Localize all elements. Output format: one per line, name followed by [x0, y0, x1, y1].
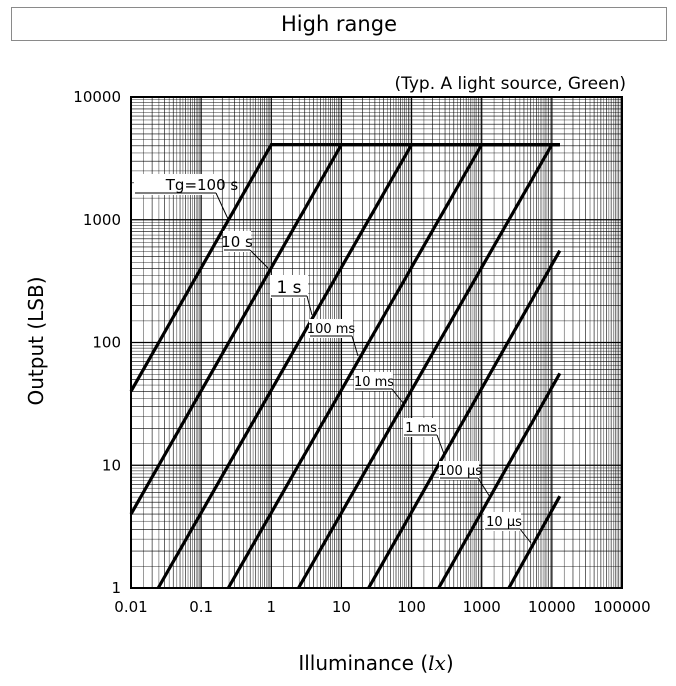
chart-subtitle: (Typ. A light source, Green)	[394, 74, 626, 94]
plot-frame	[130, 96, 623, 589]
series-label-2: 1 s	[276, 278, 301, 298]
y-tick-label-1: 10	[102, 456, 121, 474]
x-tick-label-2: 1	[267, 598, 277, 616]
series-label-leader-2	[306, 295, 313, 316]
series-label-bg-3	[309, 319, 353, 338]
series-label-3: 100 ms	[307, 322, 356, 337]
x-tick-label-0: 0.01	[114, 598, 147, 616]
y-axis-label: Output (LSB)	[24, 277, 48, 406]
series-label-bg-7	[484, 512, 521, 531]
series-label-leader-3	[351, 335, 359, 357]
tick-labels: 0.01 0.1 1 10 100 1000 10000 100000 1 10 100 1000 10…	[73, 88, 650, 616]
x-tick-label-4: 100	[397, 598, 426, 616]
series-lines	[129, 143, 562, 589]
y-tick-label-3: 1000	[83, 211, 121, 229]
series-label-leader-7	[519, 528, 532, 544]
series-label-bg-6	[439, 461, 479, 480]
series-line-7	[507, 495, 562, 589]
x-tick-label-5: 1000	[463, 598, 501, 616]
x-tick-label-3: 10	[332, 598, 351, 616]
x-axis-label: Illuminance (lx)	[298, 651, 453, 675]
series-line-5	[367, 249, 562, 589]
series-label-bg-0	[134, 174, 217, 195]
series-label-7: 10 µs	[486, 515, 522, 530]
series-labels: Tg=100 s 10 s 1 s 100 ms 10 ms 1 ms 100 µs 10 µ…	[134, 174, 532, 544]
y-tick-label-2: 100	[92, 334, 121, 352]
chart-title: High range	[11, 7, 667, 41]
series-label-leader-1	[249, 249, 269, 269]
x-axis-unit: lx	[428, 651, 446, 675]
series-label-bg-1	[223, 231, 251, 252]
series-label-1: 10 s	[221, 233, 253, 251]
series-label-leader-6	[477, 477, 491, 498]
y-tick-label-4: 10000	[73, 88, 121, 106]
series-label-leader-5	[436, 434, 445, 455]
series-line-6	[437, 372, 562, 589]
series-label-bg-2	[270, 275, 308, 298]
series-label-0: Tg=100 s	[165, 176, 239, 194]
series-label-leader-4	[391, 388, 404, 404]
x-tick-label-6: 10000	[528, 598, 576, 616]
series-label-6: 100 µs	[438, 464, 482, 479]
series-label-4: 10 ms	[354, 375, 394, 390]
series-line-3	[226, 143, 560, 589]
x-axis-label-text: Illuminance	[298, 651, 414, 675]
y-tick-label-0: 1	[111, 579, 121, 597]
series-label-leader-0	[215, 192, 229, 220]
series-label-5: 1 ms	[405, 421, 437, 436]
x-tick-label-1: 0.1	[189, 598, 213, 616]
series-line-4	[297, 143, 560, 589]
x-tick-label-7: 100000	[593, 598, 650, 616]
series-label-bg-5	[403, 418, 438, 437]
series-label-bg-4	[354, 372, 393, 391]
